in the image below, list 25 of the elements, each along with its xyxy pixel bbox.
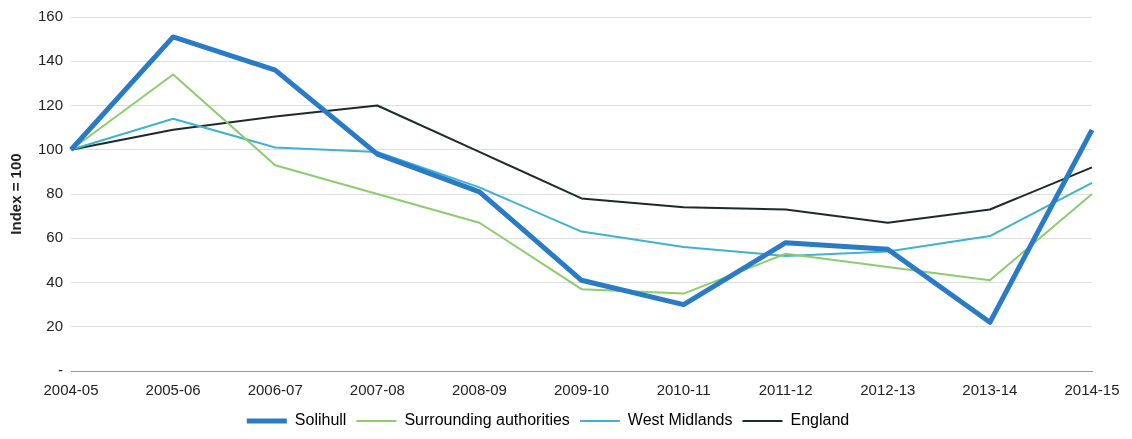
y-tick-label: 60 bbox=[46, 228, 64, 246]
y-tick-label: 120 bbox=[38, 95, 64, 113]
y-axis-title: Index = 100 bbox=[7, 153, 25, 235]
x-tick-label: 2009-10 bbox=[553, 381, 610, 399]
x-tick-label: 2010-11 bbox=[656, 381, 711, 399]
x-tick-label: 2004-05 bbox=[43, 381, 99, 399]
x-tick-label: 2012-13 bbox=[860, 381, 916, 399]
y-tick-label: 20 bbox=[46, 316, 64, 334]
x-tick-label: 2005-06 bbox=[145, 381, 201, 399]
x-tick-label: 2007-08 bbox=[349, 381, 405, 399]
y-tick-label: 160 bbox=[38, 7, 64, 25]
legend-label: Solihull bbox=[294, 411, 347, 429]
y-tick-label: 80 bbox=[46, 184, 64, 202]
legend-label: England bbox=[790, 411, 850, 429]
y-tick-label: 40 bbox=[46, 272, 64, 290]
y-tick-label: 100 bbox=[38, 139, 64, 157]
legend-label: Surrounding authorities bbox=[404, 411, 570, 429]
y-tick-label: 140 bbox=[38, 51, 64, 69]
x-tick-label: 2013-14 bbox=[962, 381, 1018, 399]
x-tick-label: 2008-09 bbox=[451, 381, 507, 399]
x-tick-label: 2006-07 bbox=[247, 381, 303, 399]
y-tick-label: - bbox=[58, 361, 64, 379]
legend-label: West Midlands bbox=[627, 411, 733, 429]
x-tick-label: 2011-12 bbox=[758, 381, 813, 399]
x-tick-label: 2014-15 bbox=[1064, 381, 1120, 399]
